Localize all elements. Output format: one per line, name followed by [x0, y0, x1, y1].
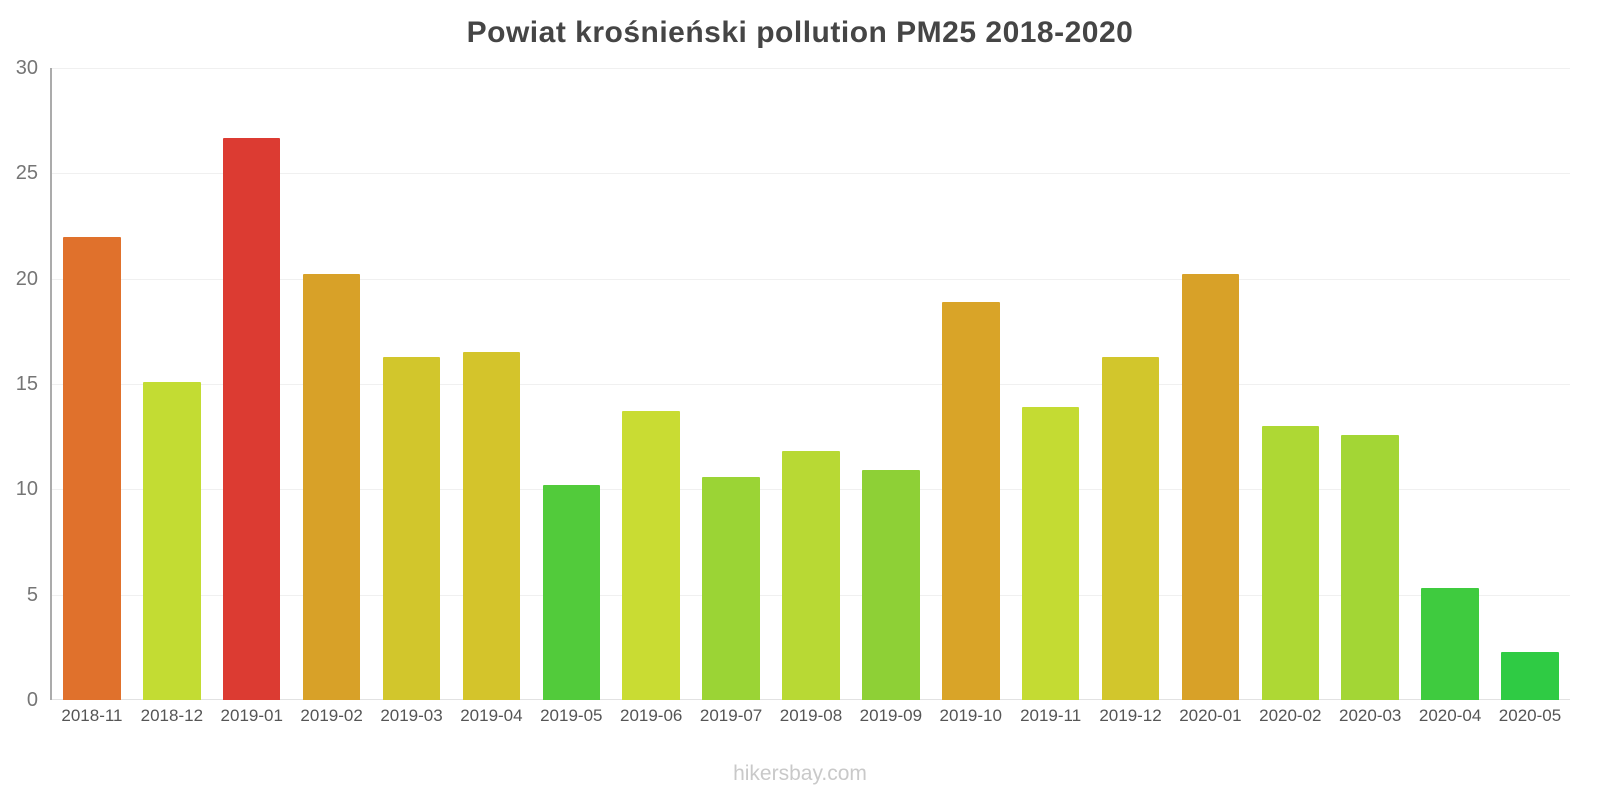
bar-slot [292, 68, 372, 700]
bar-2018-11 [63, 236, 121, 700]
bar-2019-05 [542, 485, 601, 700]
bar-2019-04 [462, 352, 521, 700]
bar-slot [851, 68, 931, 700]
bar-slot [1091, 68, 1171, 700]
x-tick-label-2020-02: 2020-02 [1259, 706, 1322, 725]
gridline-25 [52, 173, 1570, 175]
bar-2019-03 [382, 356, 441, 700]
x-tick-label-2019-08: 2019-08 [779, 706, 843, 725]
bar-2020-04 [1421, 588, 1479, 700]
y-tick-label-25: 25 [15, 162, 38, 185]
bar-slot [531, 68, 611, 700]
bars-container [52, 68, 1570, 700]
gridline-20 [52, 278, 1570, 280]
bar-2018-12 [143, 381, 201, 700]
y-tick-label-5: 5 [26, 583, 38, 606]
x-tick-label-2019-01: 2019-01 [220, 706, 283, 725]
bar-slot [1330, 68, 1410, 700]
bar-slot [691, 68, 771, 700]
x-tick-label-2020-04: 2020-04 [1418, 706, 1482, 725]
bar-2019-01 [222, 137, 281, 700]
watermark: hikersbay.com [733, 762, 867, 785]
x-tick-label-2019-09: 2019-09 [859, 706, 923, 725]
x-tick-label-2019-07: 2019-07 [699, 706, 763, 725]
gridline-30 [52, 68, 1570, 69]
y-tick-label-20: 20 [15, 267, 38, 290]
y-axis-line [50, 68, 52, 700]
bar-slot [52, 68, 132, 700]
x-tick-label-2019-11: 2019-11 [1020, 706, 1082, 725]
x-tick-label-2019-02: 2019-02 [300, 706, 363, 725]
x-tick-label-2019-12: 2019-12 [1099, 706, 1162, 725]
bar-2019-09 [862, 470, 920, 700]
bar-2019-02 [302, 274, 361, 700]
x-tick-label-2019-04: 2019-04 [460, 706, 523, 725]
bar-2019-12 [1101, 356, 1160, 700]
bar-slot [931, 68, 1011, 700]
bar-slot [1250, 68, 1330, 700]
x-tick-label-2018-12: 2018-12 [140, 706, 204, 725]
bar-2019-07 [702, 476, 760, 700]
bar-slot [771, 68, 851, 700]
bar-slot [1011, 68, 1091, 700]
x-tick-label-2019-06: 2019-06 [619, 706, 683, 725]
x-tick-label-2020-01: 2020-01 [1179, 706, 1242, 725]
bar-slot [372, 68, 452, 700]
y-tick-label-15: 15 [15, 373, 38, 395]
y-tick-label-10: 10 [15, 478, 38, 501]
bar-2019-06 [622, 411, 680, 700]
bar-2019-11 [1021, 407, 1080, 700]
x-tick-label-2020-05: 2020-05 [1498, 706, 1562, 725]
y-tick-label-30: 30 [15, 57, 38, 79]
x-tick-label-2019-05: 2019-05 [540, 706, 603, 725]
bar-2020-03 [1341, 434, 1399, 700]
chart-title: Powiat krośnieński pollution PM25 2018-2… [466, 16, 1134, 49]
gridline-15 [52, 384, 1570, 385]
bar-slot [132, 68, 212, 700]
bar-slot [451, 68, 531, 700]
bar-2020-05 [1501, 651, 1559, 700]
bar-2020-01 [1181, 274, 1240, 700]
bar-slot [212, 68, 292, 700]
bar-2019-08 [782, 451, 840, 700]
y-tick-label-0: 0 [26, 689, 38, 711]
x-axis-labels: 2018-11 2018-12 2019-01 2019-02 2019-03 2019-… [52, 706, 1570, 726]
bar-slot [1170, 68, 1250, 700]
bar-2020-02 [1261, 426, 1320, 700]
bar-slot [1490, 68, 1570, 700]
x-tick-label-2018-11: 2018-11 [61, 706, 123, 725]
plot-area: 0 5 10 15 20 25 30 [16, 57, 1570, 711]
bar-2019-10 [941, 301, 1000, 700]
x-tick-label-2020-03: 2020-03 [1339, 706, 1402, 725]
bar-slot [1410, 68, 1490, 700]
x-tick-label-2019-10: 2019-10 [939, 706, 1002, 725]
x-tick-label-2019-03: 2019-03 [380, 706, 443, 725]
bar-slot [611, 68, 691, 700]
